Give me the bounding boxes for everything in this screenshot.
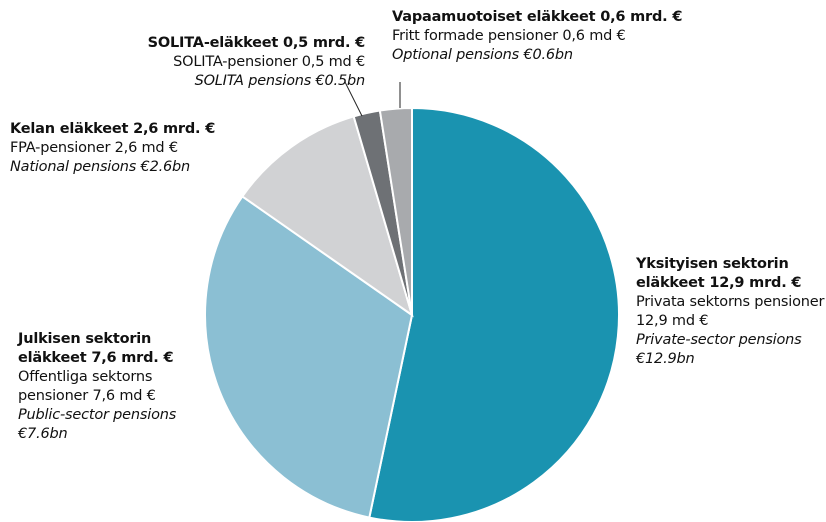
label: Vapaamuotoiset eläkkeet 0,6 mrd. € Fritt … <box>392 8 732 65</box>
label-en: National pensions €2.6bn <box>10 159 191 175</box>
label-sv: Fritt formade pensioner 0,6 md € <box>392 28 626 44</box>
pie-slice <box>368 106 620 522</box>
pie-slice <box>378 106 413 316</box>
label-sv: Privata sektorns pensioner 12,9 md € <box>636 294 825 329</box>
label-fi: Vapaamuotoiset eläkkeet 0,6 mrd. € <box>392 9 683 25</box>
label: SOLITA-eläkkeet 0,5 mrd. € SOLITA-pension… <box>100 34 366 91</box>
label: Julkisen sektorin eläkkeet 7,6 mrd. € Off… <box>18 330 208 444</box>
leader-line <box>344 81 363 117</box>
label: Yksityisen sektorin eläkkeet 12,9 mrd. €… <box>636 255 826 369</box>
label-fi: Yksityisen sektorin eläkkeet 12,9 mrd. € <box>636 256 802 291</box>
label-en: Public-sector pensions €7.6bn <box>18 407 177 442</box>
label-sv: SOLITA-pensioner 0,5 md € <box>173 54 365 70</box>
label-fi: Kelan eläkkeet 2,6 mrd. € <box>10 121 216 137</box>
label-en: Optional pensions €0.6bn <box>392 47 573 63</box>
label-en: Private-sector pensions €12.9bn <box>636 332 802 367</box>
label-sv: FPA-pensioner 2,6 md € <box>10 140 178 156</box>
pie-slice <box>240 115 414 318</box>
label-en: SOLITA pensions €0.5bn <box>194 73 366 89</box>
label-fi: Julkisen sektorin eläkkeet 7,6 mrd. € <box>18 331 174 366</box>
label: Kelan eläkkeet 2,6 mrd. € FPA-pensioner 2… <box>10 120 260 177</box>
label-fi: SOLITA-eläkkeet 0,5 mrd. € <box>147 35 366 51</box>
label-sv: Offentliga sektorns pensioner 7,6 md € <box>18 369 156 404</box>
pie-slice <box>204 194 414 519</box>
